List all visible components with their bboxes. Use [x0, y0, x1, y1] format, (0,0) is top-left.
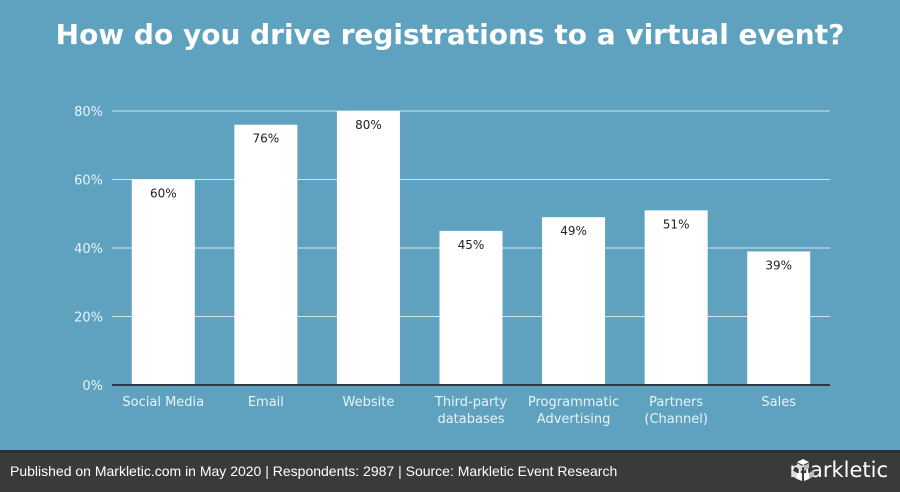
bar: [131, 179, 195, 385]
markletic-logo[interactable]: markletic: [790, 458, 889, 482]
bar: [747, 251, 811, 385]
x-tick-label: Third-party: [434, 395, 508, 410]
y-tick-label: 0%: [82, 379, 103, 394]
y-tick-label: 60%: [74, 174, 103, 189]
x-tick-label: Partners: [649, 395, 703, 410]
x-tick-label: Email: [248, 395, 284, 410]
bar: [336, 111, 400, 385]
x-tick-label: Website: [343, 395, 395, 410]
y-tick-label: 80%: [74, 105, 103, 120]
data-label: 39%: [765, 258, 792, 272]
x-tick-label: Sales: [761, 395, 796, 410]
x-tick-label: databases: [437, 412, 504, 427]
x-tick-label: Programmatic: [528, 395, 619, 410]
chart-title: How do you drive registrations to a virt…: [55, 18, 845, 51]
footer: Published on Markletic.com in May 2020 |…: [0, 450, 900, 492]
cubes-icon: [791, 459, 814, 481]
x-tick-label: Social Media: [122, 395, 204, 410]
x-tick-label: Advertising: [537, 412, 611, 427]
x-tick-label: (Channel): [644, 412, 708, 427]
bar-chart: 0% 20% 40% 60% 80% 60% Social Media 76% Email 80%…: [74, 105, 830, 427]
data-label: 51%: [663, 217, 690, 231]
data-label: 80%: [355, 118, 382, 132]
bar: [542, 217, 606, 385]
data-label: 76%: [253, 132, 280, 146]
bar: [234, 124, 298, 385]
y-tick-label: 20%: [74, 311, 103, 326]
bar: [644, 210, 708, 385]
bar: [439, 230, 503, 385]
footer-text: Published on Markletic.com in May 2020 |…: [10, 463, 618, 479]
data-label: 45%: [458, 238, 485, 252]
data-label: 60%: [150, 187, 177, 201]
y-tick-label: 40%: [74, 242, 103, 257]
data-label: 49%: [560, 224, 587, 238]
